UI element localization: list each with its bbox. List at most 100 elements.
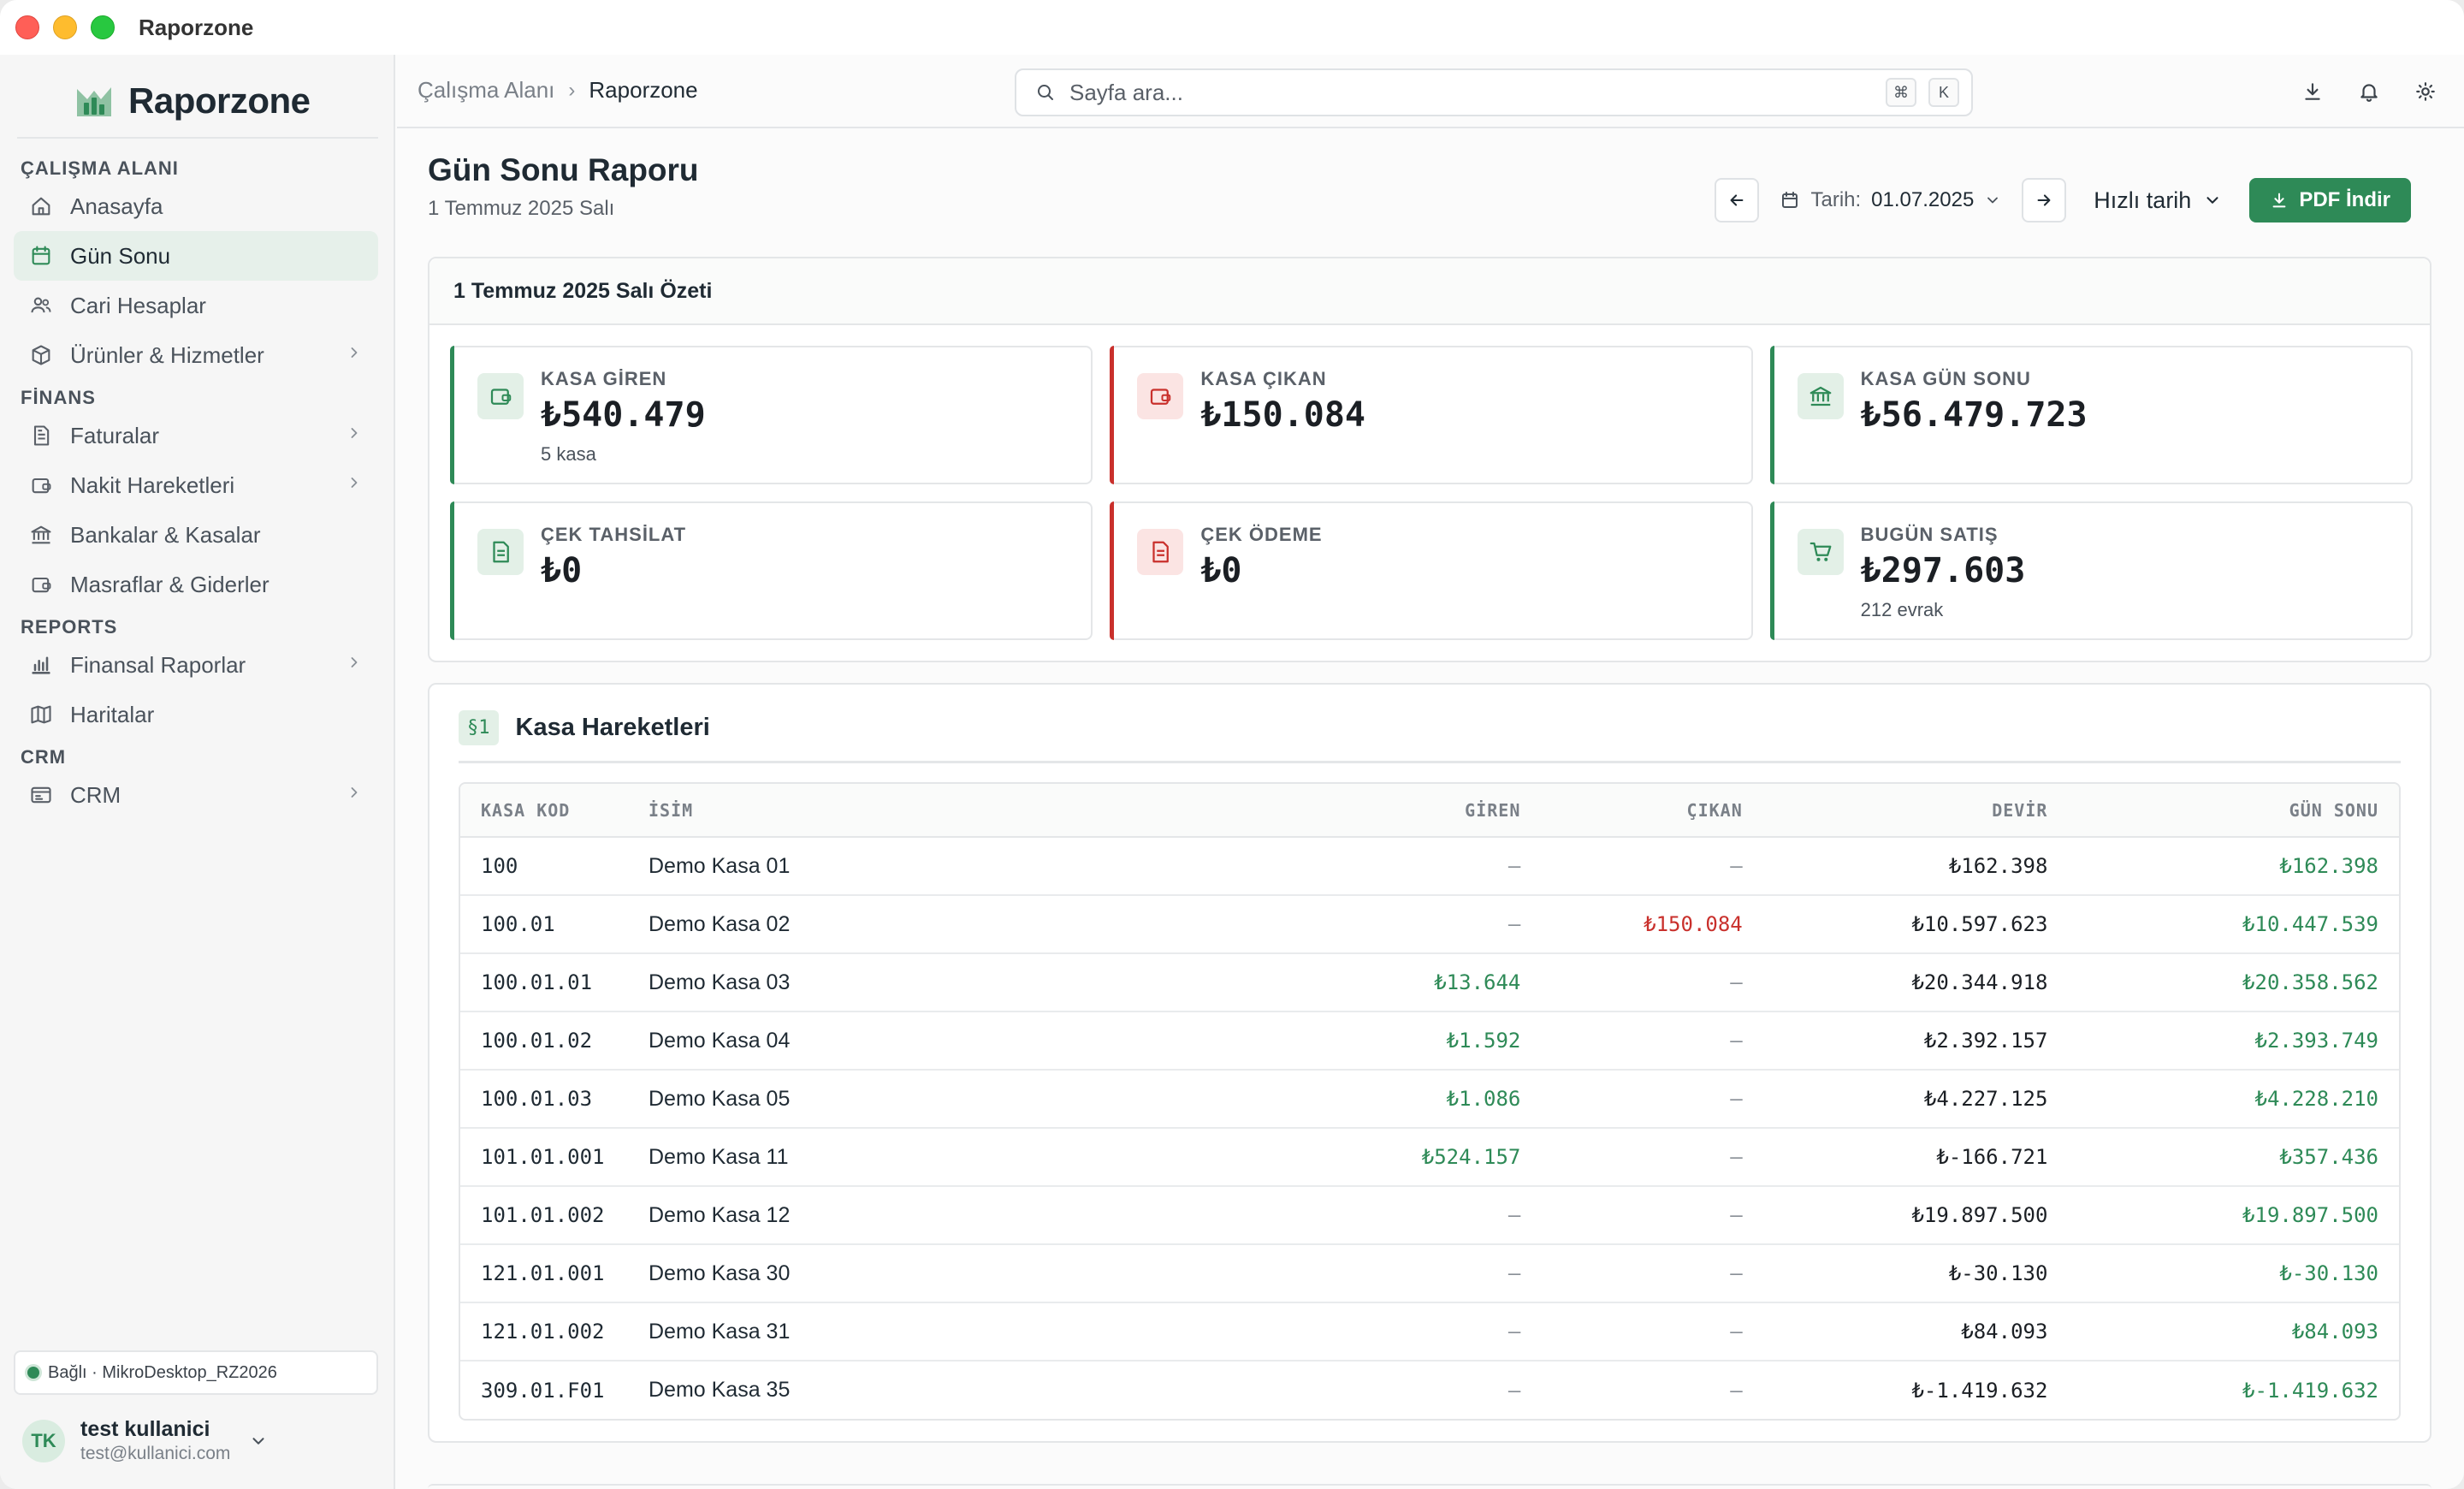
cell-devir: ₺84.093	[1742, 1302, 2048, 1361]
col-kasa-kod[interactable]: KASA KOD	[460, 784, 649, 838]
crm-icon	[27, 781, 55, 809]
summary-panel: 1 Temmuz 2025 Salı Özeti KASA GİREN ₺540.…	[428, 257, 2431, 662]
cell-cikan: —	[1520, 1070, 1743, 1129]
shortcut-k-key: K	[1928, 78, 1959, 107]
cell-isim: Demo Kasa 01	[649, 837, 1299, 896]
card-label: ÇEK TAHSİLAT	[541, 524, 687, 545]
theme-toggle-icon[interactable]	[2413, 79, 2438, 104]
nav-section-title: ÇALIŞMA ALANI	[21, 157, 179, 179]
cell-isim: Demo Kasa 12	[649, 1186, 1299, 1245]
document-icon	[27, 422, 55, 449]
main-content: Gün Sonu Raporu 1 Temmuz 2025 Salı Tarih…	[397, 130, 2464, 1489]
close-window-button[interactable]	[15, 15, 39, 39]
next-day-button[interactable]	[2022, 178, 2067, 222]
chevron-down-icon	[1987, 197, 1999, 204]
pdf-button-label: PDF İndir	[2299, 188, 2390, 211]
top-actions	[2300, 79, 2438, 104]
search-box[interactable]: ⌘ K	[1015, 68, 1973, 116]
sidebar-item-label: Masraflar & Giderler	[70, 571, 270, 597]
quick-date-dropdown[interactable]: Hızlı tarih	[2082, 178, 2234, 222]
arrow-left-icon	[1731, 194, 1744, 206]
download-icon[interactable]	[2300, 79, 2325, 104]
sidebar-item-nakit-hareketleri[interactable]: Nakit Hareketleri	[14, 460, 378, 510]
user-name: test kullanici	[80, 1417, 210, 1441]
minimize-window-button[interactable]	[53, 15, 77, 39]
table-row[interactable]: 100 Demo Kasa 01— — ₺162.398 ₺162.398	[460, 837, 2399, 896]
table-row[interactable]: 100.01.02 Demo Kasa 04 ₺1.592— ₺2.392.157 ₺2…	[460, 1011, 2399, 1071]
chevron-right-icon	[346, 424, 366, 448]
col-giren[interactable]: GİREN	[1299, 784, 1521, 838]
col-isim[interactable]: İSİM	[649, 784, 1299, 838]
cheque-out-icon	[1137, 529, 1184, 575]
sidebar-item-label: Bankalar & Kasalar	[70, 521, 261, 548]
cell-giren: —	[1299, 837, 1521, 896]
user-menu[interactable]: TK test kullanici test@kullanici.com	[22, 1417, 268, 1464]
bank-icon	[1797, 373, 1844, 419]
avatar: TK	[22, 1419, 65, 1462]
table-row[interactable]: 100.01 Demo Kasa 02— ₺150.084 ₺10.597.623 ₺1…	[460, 895, 2399, 954]
bar-chart-icon	[27, 651, 55, 679]
card-value: ₺297.603	[1860, 551, 2026, 590]
cell-isim: Demo Kasa 05	[649, 1070, 1299, 1129]
search-input[interactable]	[1069, 79, 1886, 106]
sidebar-item-label: Ürünler & Hizmetler	[70, 341, 264, 368]
sidebar-item-crm[interactable]: CRM	[14, 770, 378, 820]
sidebar-item-finansal-raporlar[interactable]: Finansal Raporlar	[14, 640, 378, 690]
table-row[interactable]: 101.01.001 Demo Kasa 11 ₺524.157— ₺-166.721…	[460, 1128, 2399, 1187]
col-gun-sonu[interactable]: GÜN SONU	[2047, 784, 2399, 838]
sidebar-item-gun-sonu[interactable]: Gün Sonu	[14, 231, 378, 281]
table-row[interactable]: 100.01.01 Demo Kasa 03 ₺13.644— ₺20.344.918…	[460, 953, 2399, 1012]
cell-isim: Demo Kasa 03	[649, 953, 1299, 1012]
cell-devir: ₺4.227.125	[1742, 1070, 2048, 1129]
sidebar-item-haritalar[interactable]: Haritalar	[14, 690, 378, 739]
table-row[interactable]: 121.01.001 Demo Kasa 30— — ₺-30.130 ₺-30.130	[460, 1244, 2399, 1303]
cell-gun-sonu: ₺84.093	[2047, 1302, 2399, 1361]
brand-name: Raporzone	[128, 80, 311, 121]
cell-kasa-kod: 100.01.01	[460, 953, 649, 1012]
next-section-edge	[428, 1484, 2431, 1489]
pdf-download-button[interactable]: PDF İndir	[2249, 178, 2411, 222]
sidebar-item-label: Gün Sonu	[70, 242, 171, 269]
cell-cikan: —	[1520, 1128, 1743, 1187]
calendar-icon	[1782, 192, 1798, 208]
cell-cikan: —	[1730, 1378, 1743, 1403]
sidebar-item-masraflar-giderler[interactable]: Masraflar & Giderler	[14, 560, 378, 609]
section-badge: §1	[459, 710, 499, 745]
cell-isim: Demo Kasa 02	[649, 895, 1299, 954]
summary-card-cek-tahsilat: ÇEK TAHSİLAT ₺0	[450, 501, 1093, 640]
maximize-window-button[interactable]	[91, 15, 115, 39]
arrow-right-icon	[2037, 194, 2051, 206]
sidebar: Raporzone ÇALIŞMA ALANI Anasayfa Gün Sonu C…	[0, 55, 395, 1489]
sidebar-item-faturalar[interactable]: Faturalar	[14, 411, 378, 460]
sidebar-item-label: Haritalar	[70, 701, 155, 727]
bell-icon[interactable]	[2356, 79, 2382, 104]
summary-card-kasa-cikan: KASA ÇIKAN ₺150.084	[1110, 346, 1753, 484]
window-controls	[15, 15, 115, 39]
sidebar-item-label: Anasayfa	[70, 193, 163, 219]
brand[interactable]: Raporzone	[75, 80, 311, 122]
table-row[interactable]: 101.01.002 Demo Kasa 12— — ₺19.897.500 ₺19.8…	[460, 1186, 2399, 1245]
sidebar-item-cari-hesaplar[interactable]: Cari Hesaplar	[14, 281, 378, 330]
cell-devir: ₺-1.419.632	[1911, 1378, 2048, 1403]
table-row[interactable]: 309.01.F01 Demo Kasa 35 — — ₺-1.419.632 ₺-1.4…	[460, 1361, 2399, 1419]
kasa-table: KASA KOD İSİM GİREN ÇIKAN DEVİR GÜN SONU…	[459, 782, 2401, 1421]
prev-day-button[interactable]	[1715, 178, 1760, 222]
section-title: Kasa Hareketleri	[515, 714, 710, 741]
col-devir[interactable]: DEVİR	[1742, 784, 2048, 838]
top-bar: Çalışma Alanı › Raporzone ⌘ K	[397, 55, 2464, 128]
cell-giren: —	[1299, 1244, 1521, 1303]
window-title: Raporzone	[139, 14, 254, 40]
table-row[interactable]: 121.01.002 Demo Kasa 31— — ₺84.093 ₺84.093	[460, 1302, 2399, 1361]
breadcrumb-workspace[interactable]: Çalışma Alanı	[418, 77, 555, 103]
sidebar-item-bankalar-kasalar[interactable]: Bankalar & Kasalar	[14, 510, 378, 560]
cell-gun-sonu: ₺357.436	[2047, 1128, 2399, 1187]
sidebar-item-urunler-hizmetler[interactable]: Ürünler & Hizmetler	[14, 330, 378, 380]
sidebar-item-anasayfa[interactable]: Anasayfa	[14, 181, 378, 231]
bank-icon	[27, 521, 55, 549]
cell-cikan: —	[1520, 1186, 1743, 1245]
card-subtext: 5 kasa	[541, 443, 596, 465]
breadcrumb-current: Raporzone	[589, 77, 698, 103]
col-cikan[interactable]: ÇIKAN	[1520, 784, 1743, 838]
date-picker[interactable]: Tarih: 01.07.2025	[1774, 178, 2006, 222]
table-row[interactable]: 100.01.03 Demo Kasa 05 ₺1.086— ₺4.227.125 ₺4…	[460, 1070, 2399, 1129]
